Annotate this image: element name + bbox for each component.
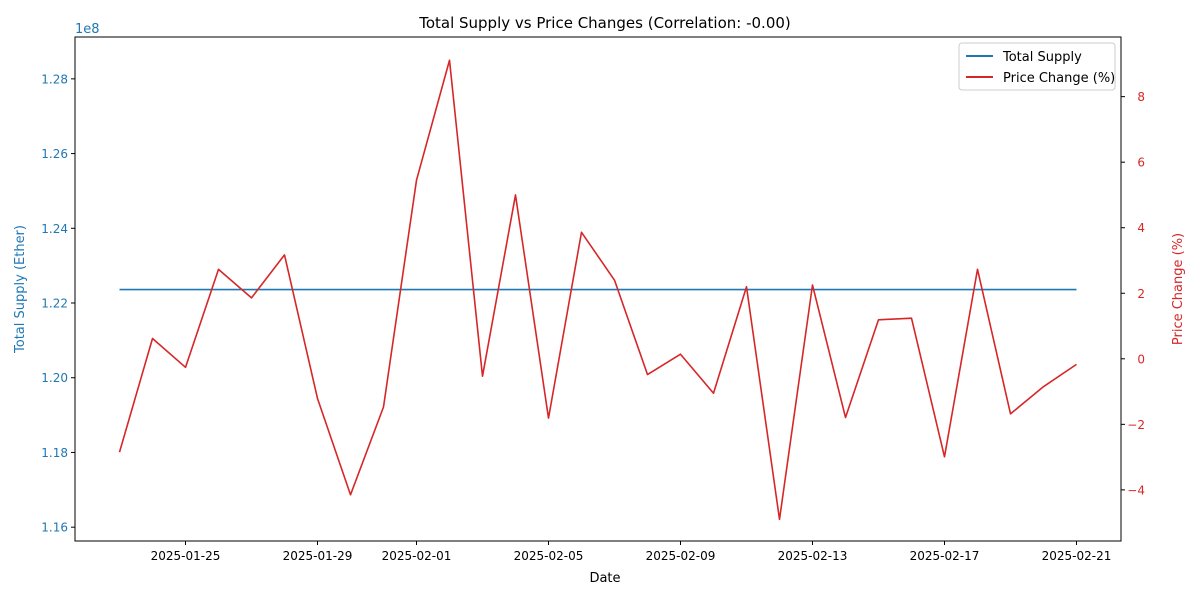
- left-y-tick-label: 1.22: [41, 297, 68, 311]
- left-y-tick-label: 1.18: [41, 446, 68, 460]
- right-y-axis-label: Price Change (%): [1171, 233, 1186, 345]
- left-axis-offset-text: 1e8: [75, 22, 100, 37]
- right-y-tick-label: 8: [1137, 90, 1145, 104]
- legend: Total Supply Price Change (%): [958, 42, 1116, 91]
- series-lines: [118, 59, 1077, 521]
- right-y-tick-label: 6: [1137, 156, 1145, 170]
- right-y-tick-label: −4: [1127, 483, 1145, 497]
- axes-frame: [74, 36, 1122, 542]
- right-y-tick-label: 4: [1137, 221, 1145, 235]
- x-tick-label: 2025-01-29: [283, 549, 353, 563]
- x-axis-label: Date: [589, 571, 620, 586]
- right-y-axis: −4 −2 0 2 4 6 8: [1121, 90, 1145, 497]
- x-tick-label: 2025-01-25: [151, 549, 221, 563]
- x-axis: 2025-01-25 2025-01-29 2025-02-01 2025-02-05…: [151, 541, 1112, 563]
- right-y-tick-label: 0: [1137, 352, 1145, 366]
- left-y-tick-label: 1.24: [41, 222, 68, 236]
- left-y-axis-label: Total Supply (Ether): [13, 225, 28, 354]
- left-y-tick-label: 1.26: [41, 147, 68, 161]
- x-tick-label: 2025-02-17: [910, 549, 980, 563]
- chart-title: Total Supply vs Price Changes (Correlati…: [418, 14, 791, 32]
- left-y-tick-label: 1.28: [41, 72, 68, 86]
- left-y-tick-label: 1.20: [41, 371, 68, 385]
- x-tick-label: 2025-02-21: [1042, 549, 1112, 563]
- legend-label-total-supply: Total Supply: [1002, 50, 1082, 65]
- left-y-axis: 1.16 1.18 1.20 1.22 1.24 1.26 1.28: [41, 72, 75, 535]
- left-y-tick-label: 1.16: [41, 521, 68, 535]
- x-tick-label: 2025-02-13: [778, 549, 848, 563]
- series-line-price-change: [118, 59, 1077, 521]
- right-y-tick-label: −2: [1127, 418, 1145, 432]
- right-y-tick-label: 2: [1137, 287, 1145, 301]
- x-tick-label: 2025-02-05: [514, 549, 584, 563]
- plot-area: [74, 36, 1122, 542]
- x-tick-label: 2025-02-01: [382, 549, 452, 563]
- legend-label-price-change: Price Change (%): [1003, 71, 1115, 86]
- legend-box: [958, 42, 1116, 91]
- x-tick-label: 2025-02-09: [646, 549, 716, 563]
